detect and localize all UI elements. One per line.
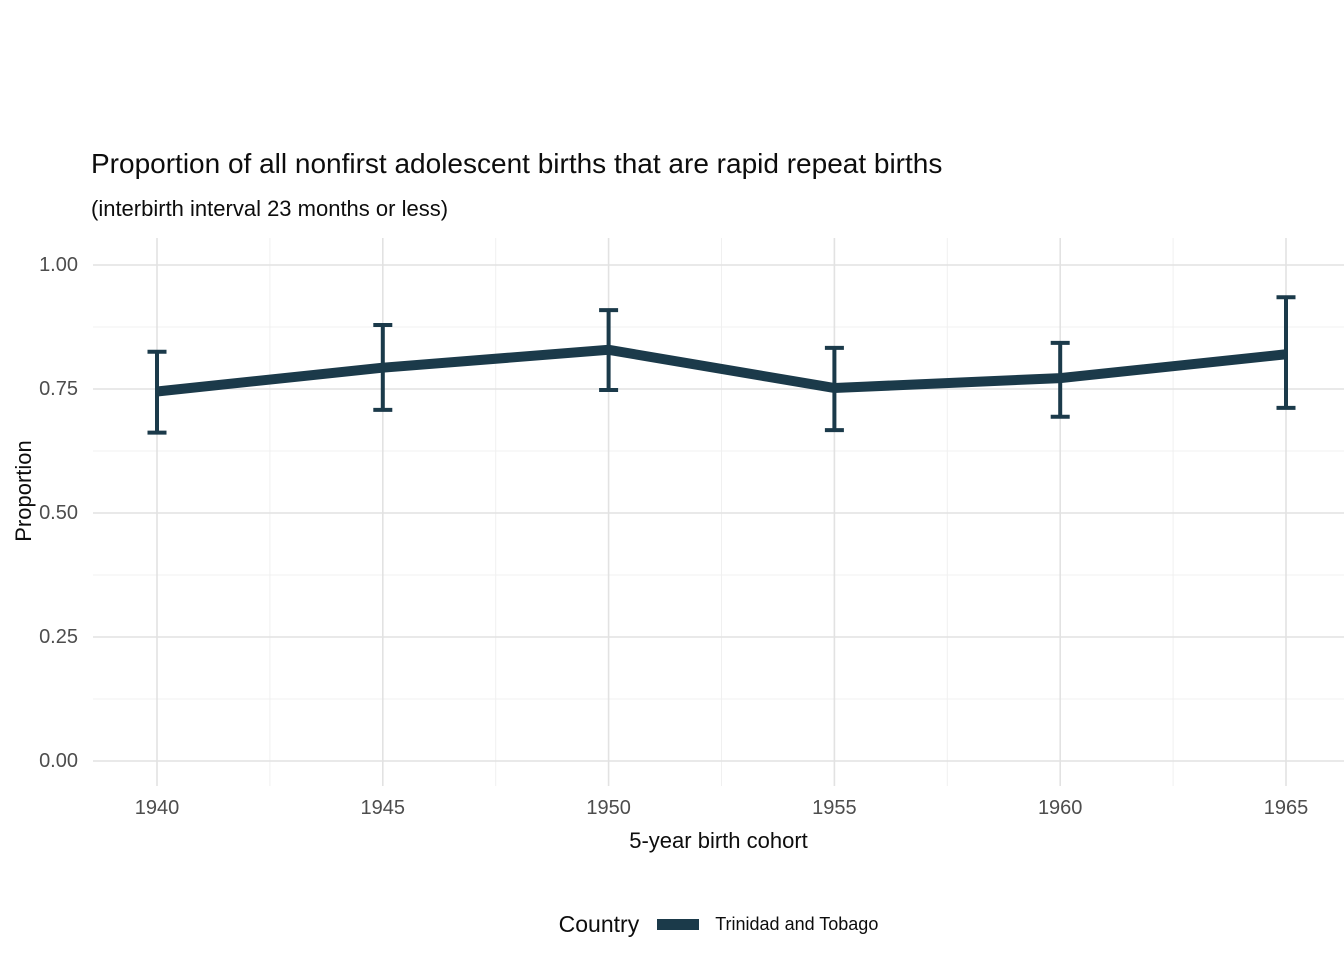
legend-title: Country — [558, 910, 640, 937]
x-tick-label: 1945 — [360, 797, 406, 819]
y-tick-label: 0.75 — [39, 378, 78, 400]
error-bar — [147, 349, 167, 435]
x-axis-title: 5-year birth cohort — [629, 828, 808, 853]
y-tick-label: 0.50 — [39, 502, 78, 524]
legend: Country Trinidad and Tobago — [93, 903, 1344, 945]
y-tick-label: 1.00 — [39, 254, 78, 276]
chart-title: Proportion of all nonfirst adolescent bi… — [91, 148, 943, 179]
chart-subtitle: (interbirth interval 23 months or less) — [91, 196, 449, 221]
x-tick-label: 1965 — [1263, 797, 1309, 819]
y-tick-label: 0.00 — [39, 750, 78, 772]
x-tick-label: 1940 — [134, 797, 180, 819]
y-axis-title: Proportion — [11, 440, 36, 542]
x-tick-label: 1955 — [812, 797, 857, 819]
series-line — [156, 344, 1287, 397]
legend-key-line-swatch — [657, 918, 700, 930]
error-bar — [1276, 295, 1296, 410]
legend-item-label: Trinidad and Tobago — [715, 913, 879, 934]
x-tick-label: 1960 — [1037, 797, 1083, 819]
x-tick-label: 1950 — [586, 797, 631, 819]
y-tick-label: 0.25 — [39, 626, 78, 648]
